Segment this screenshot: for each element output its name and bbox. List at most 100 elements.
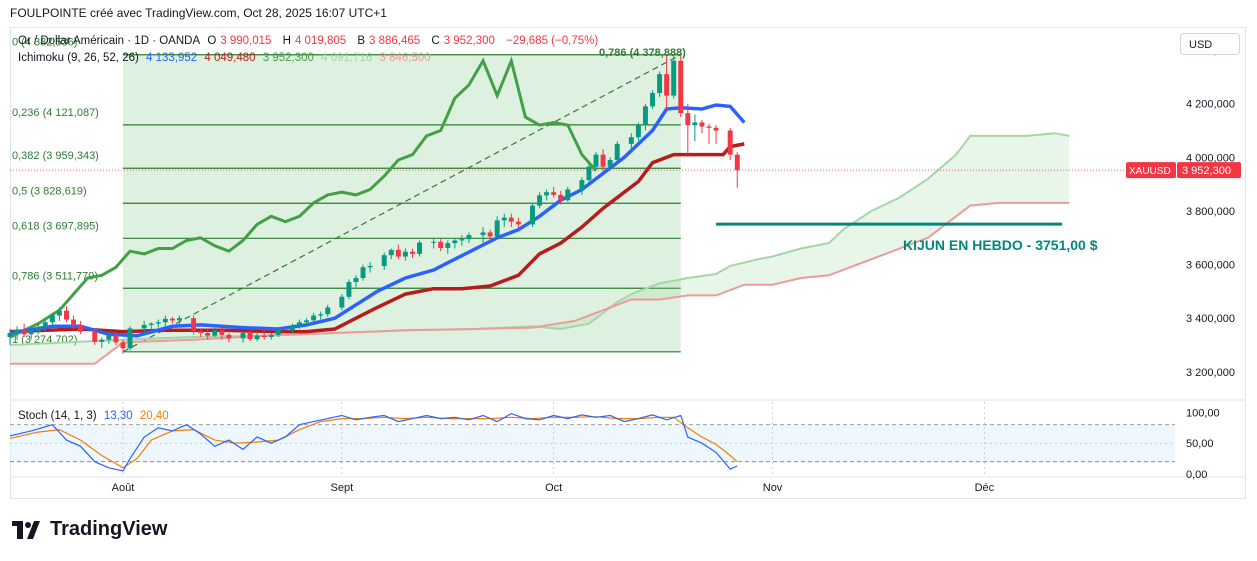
candle [671, 60, 677, 96]
candle [409, 251, 415, 254]
candle [64, 310, 69, 320]
candle [162, 318, 168, 323]
candle [176, 318, 182, 321]
candle [501, 217, 507, 221]
candle [678, 60, 684, 114]
fib-level-label: 0,382 (3 959,343) [12, 150, 99, 162]
stoch-label: Stoch (14, 1, 3) [18, 410, 97, 422]
candle [685, 113, 691, 126]
last-price-badge [1177, 162, 1241, 179]
ichimoku-legend: Ichimoku (9, 26, 52, 26) 4 133,952 4 049… [18, 52, 435, 64]
candle [438, 241, 444, 248]
stoch-axis-tick-label: 0,00 [1186, 469, 1207, 481]
fib-level-label: 0,786 (3 511,779) [12, 270, 98, 282]
candle [402, 251, 408, 257]
candle [28, 331, 34, 335]
chart-frame [10, 27, 1246, 499]
candle [642, 106, 648, 126]
fib-overlap-label: 0,786 (4 378,888) [599, 47, 686, 59]
candle [148, 323, 154, 325]
candle [544, 192, 550, 196]
candle [713, 127, 719, 131]
candle [388, 249, 394, 256]
x-axis-tick-label: Oct [545, 482, 562, 494]
candle [537, 195, 543, 206]
stoch-d-value: 20,40 [139, 410, 169, 422]
y-axis-tick-label: 4 200,000 [1186, 99, 1235, 111]
candle [56, 310, 62, 316]
candle [21, 330, 27, 335]
candle [515, 221, 521, 225]
candle [551, 192, 557, 195]
candle [600, 154, 606, 167]
candle [494, 220, 500, 237]
candle [297, 322, 302, 326]
candle [381, 255, 387, 266]
candle [289, 325, 295, 331]
ichimoku-kijun-value: 4 049,480 [204, 52, 256, 64]
candle [452, 240, 458, 244]
candle [367, 265, 373, 268]
candle [35, 326, 41, 332]
candle [240, 332, 246, 339]
candle [459, 239, 465, 241]
candle [169, 318, 175, 321]
candle [127, 328, 133, 349]
tradingview-brand: TradingView [12, 518, 167, 541]
candle [346, 282, 352, 297]
ichimoku-tenkan [9, 103, 746, 338]
candle [657, 74, 663, 93]
candle [395, 249, 401, 257]
candle [339, 296, 345, 308]
fib-level-label: 0,236 (4 121,087) [12, 107, 99, 119]
candle [431, 241, 437, 243]
stoch-axis-tick-label: 100,00 [1186, 407, 1220, 419]
candle [71, 319, 77, 326]
candle [508, 217, 514, 222]
y-axis-tick-label: 3 600,000 [1186, 260, 1235, 272]
candle [304, 320, 310, 323]
candle [727, 130, 733, 155]
candle [586, 166, 592, 181]
candle [325, 307, 331, 315]
y-axis-tick-label: 4 000,000 [1186, 152, 1235, 164]
candle [212, 330, 218, 336]
ichimoku-spana-value: 4 091,716 [321, 52, 373, 64]
fib-level-label: 0,618 (3 697,895) [12, 220, 99, 232]
candle [7, 332, 13, 337]
candle [445, 243, 451, 248]
candle [219, 330, 225, 335]
candle [628, 137, 634, 144]
x-axis-tick-label: Août [112, 482, 135, 494]
y-axis-tick-label: 3 800,000 [1186, 206, 1235, 218]
candle [565, 189, 571, 201]
ichimoku-span-b [10, 201, 1070, 365]
symbol-badge [1126, 162, 1176, 179]
candle [530, 205, 535, 225]
candle [275, 330, 281, 335]
stoch-axis-tick-label: 50,00 [1186, 438, 1214, 450]
candle [191, 318, 197, 332]
candle [14, 330, 20, 333]
ichimoku-tenkan-value: 4 133,952 [146, 52, 198, 64]
candle [635, 125, 641, 138]
symbol-badge-label: XAUUSD [1129, 166, 1171, 177]
candle [706, 126, 712, 128]
candle [198, 331, 204, 333]
candle [664, 74, 670, 96]
candle [734, 154, 740, 171]
candle [261, 335, 267, 337]
x-axis-tick-label: Sept [331, 482, 354, 494]
candle [247, 332, 253, 340]
currency-button[interactable]: USD [1180, 33, 1240, 55]
candle [120, 342, 126, 349]
candle [106, 334, 112, 340]
candle [614, 143, 620, 160]
candle [78, 325, 84, 332]
candle [466, 235, 472, 240]
candle [480, 232, 486, 236]
